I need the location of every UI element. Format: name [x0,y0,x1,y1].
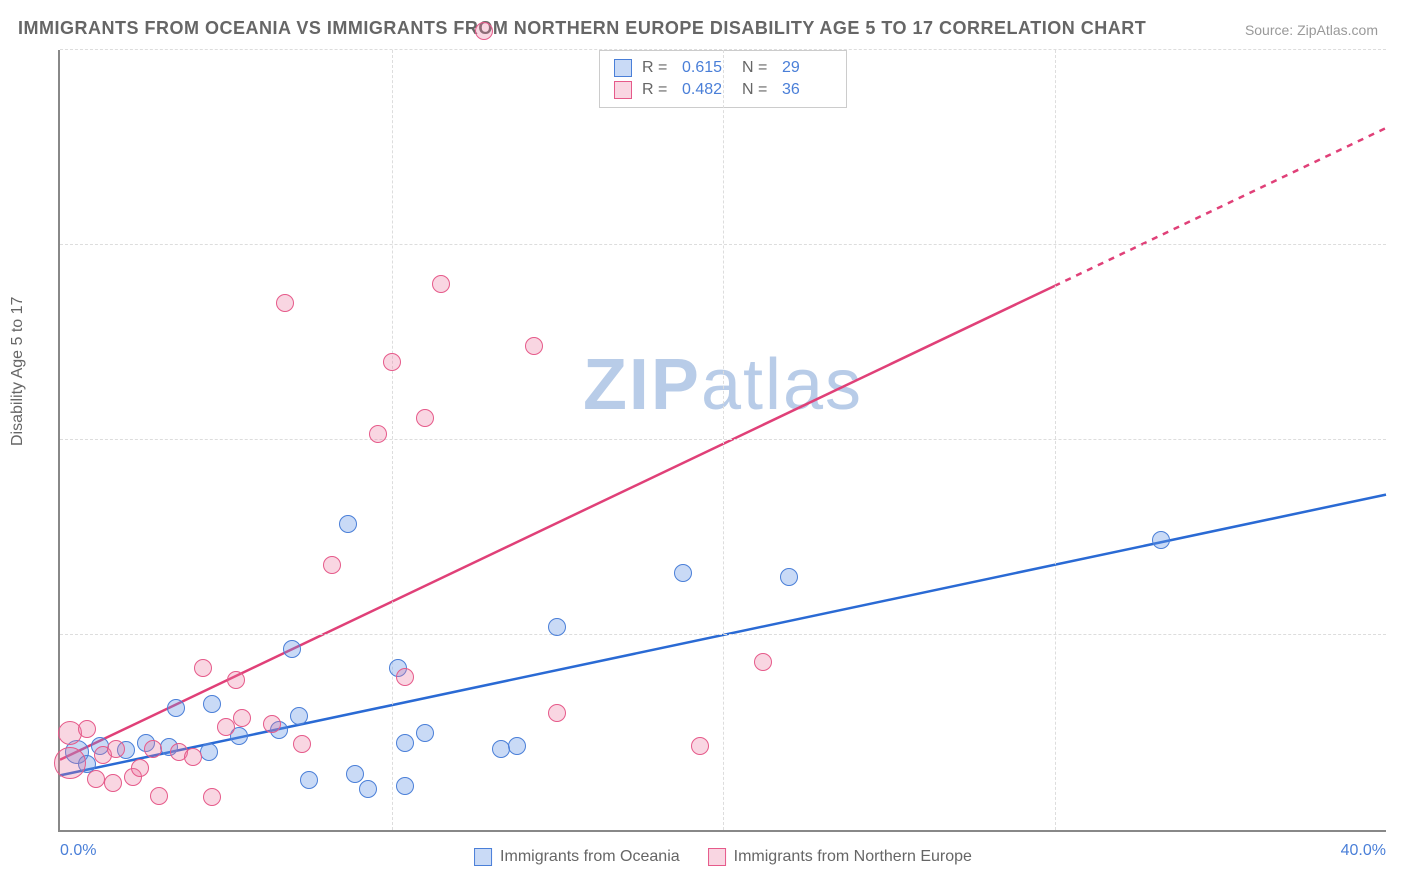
legend-item-1: Immigrants from Northern Europe [708,848,972,866]
data-point [107,740,125,758]
legend-r-value-0: 0.615 [682,59,732,77]
plot-area: ZIPatlas R = 0.615 N = 29 R = 0.482 N = … [58,50,1386,832]
legend-bottom-swatch-1 [708,848,726,866]
data-point [525,337,543,355]
data-point [323,556,341,574]
legend-n-label-0: N = [742,59,772,77]
data-point [184,748,202,766]
legend-n-label-1: N = [742,81,772,99]
grid-line-v [1055,50,1056,830]
data-point [508,737,526,755]
legend-bottom-label-0: Immigrants from Oceania [500,848,680,866]
source-attribution: Source: ZipAtlas.com [1245,22,1378,38]
data-point [754,653,772,671]
data-point [416,409,434,427]
y-tick-label: 37.5% [1396,218,1406,236]
data-point [144,740,162,758]
data-point [396,777,414,795]
data-point [227,671,245,689]
data-point [691,737,709,755]
data-point [233,709,251,727]
data-point [339,515,357,533]
data-point [203,695,221,713]
legend-item-0: Immigrants from Oceania [474,848,680,866]
data-point [217,718,235,736]
y-tick-label: 12.5% [1396,608,1406,626]
legend-r-value-1: 0.482 [682,81,732,99]
data-point [276,294,294,312]
data-point [780,568,798,586]
data-point [492,740,510,758]
legend-bottom-label-1: Immigrants from Northern Europe [734,848,972,866]
data-point [200,743,218,761]
grid-line-v [723,50,724,830]
x-tick-label: 0.0% [60,842,96,860]
data-point [263,715,281,733]
data-point [203,788,221,806]
data-point [346,765,364,783]
grid-line-v [392,50,393,830]
data-point [87,770,105,788]
y-axis-label: Disability Age 5 to 17 [9,297,27,446]
data-point [432,275,450,293]
y-tick-label: 50.0% [1396,23,1406,41]
data-point [194,659,212,677]
data-point [54,747,86,779]
data-point [290,707,308,725]
x-tick-label: 40.0% [1341,842,1386,860]
legend-n-value-0: 29 [782,59,832,77]
data-point [293,735,311,753]
data-point [131,759,149,777]
data-point [78,720,96,738]
data-point [283,640,301,658]
legend-bottom: Immigrants from Oceania Immigrants from … [474,848,972,866]
legend-n-value-1: 36 [782,81,832,99]
data-point [548,618,566,636]
data-point [416,724,434,742]
data-point [167,699,185,717]
y-tick-label: 25.0% [1396,413,1406,431]
data-point [104,774,122,792]
legend-swatch-0 [614,59,632,77]
data-point [475,22,493,40]
data-point [396,734,414,752]
legend-r-label-0: R = [642,59,672,77]
legend-bottom-swatch-0 [474,848,492,866]
data-point [548,704,566,722]
data-point [674,564,692,582]
data-point [369,425,387,443]
data-point [150,787,168,805]
data-point [396,668,414,686]
legend-r-label-1: R = [642,81,672,99]
data-point [1152,531,1170,549]
data-point [383,353,401,371]
chart-title: IMMIGRANTS FROM OCEANIA VS IMMIGRANTS FR… [18,18,1146,39]
data-point [359,780,377,798]
data-point [300,771,318,789]
legend-swatch-1 [614,81,632,99]
chart-container: IMMIGRANTS FROM OCEANIA VS IMMIGRANTS FR… [0,0,1406,892]
